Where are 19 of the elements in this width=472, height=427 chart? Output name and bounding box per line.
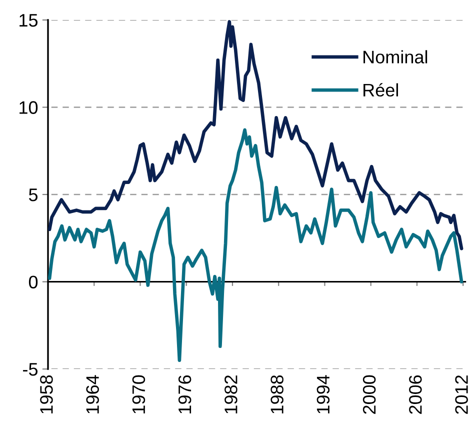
y-tick-label: 15 [20,14,38,27]
y-tick-label: 10 [20,101,38,114]
legend-label: Réel [364,83,398,97]
x-tick-label: 1958 [40,375,53,414]
x-tick-label: 1964 [86,375,99,414]
y-tick-label: 5 [28,188,38,202]
x-tick-label: 1982 [224,375,238,414]
y-tick-label: 0 [28,276,38,288]
x-tick-label: 1988 [270,375,284,414]
line-series [48,128,464,362]
legend-label: Nominal [364,50,428,64]
x-tick-label: 2000 [362,375,376,414]
x-tick-label: 1976 [178,375,192,414]
x-tick-label: 1994 [316,375,330,414]
x-tick-label: 1970 [132,375,146,414]
line-series [48,20,464,250]
x-tick-label: 2012 [455,375,468,414]
y-tick-label: -5 [23,363,38,376]
x-tick-label: 2006 [409,375,422,414]
